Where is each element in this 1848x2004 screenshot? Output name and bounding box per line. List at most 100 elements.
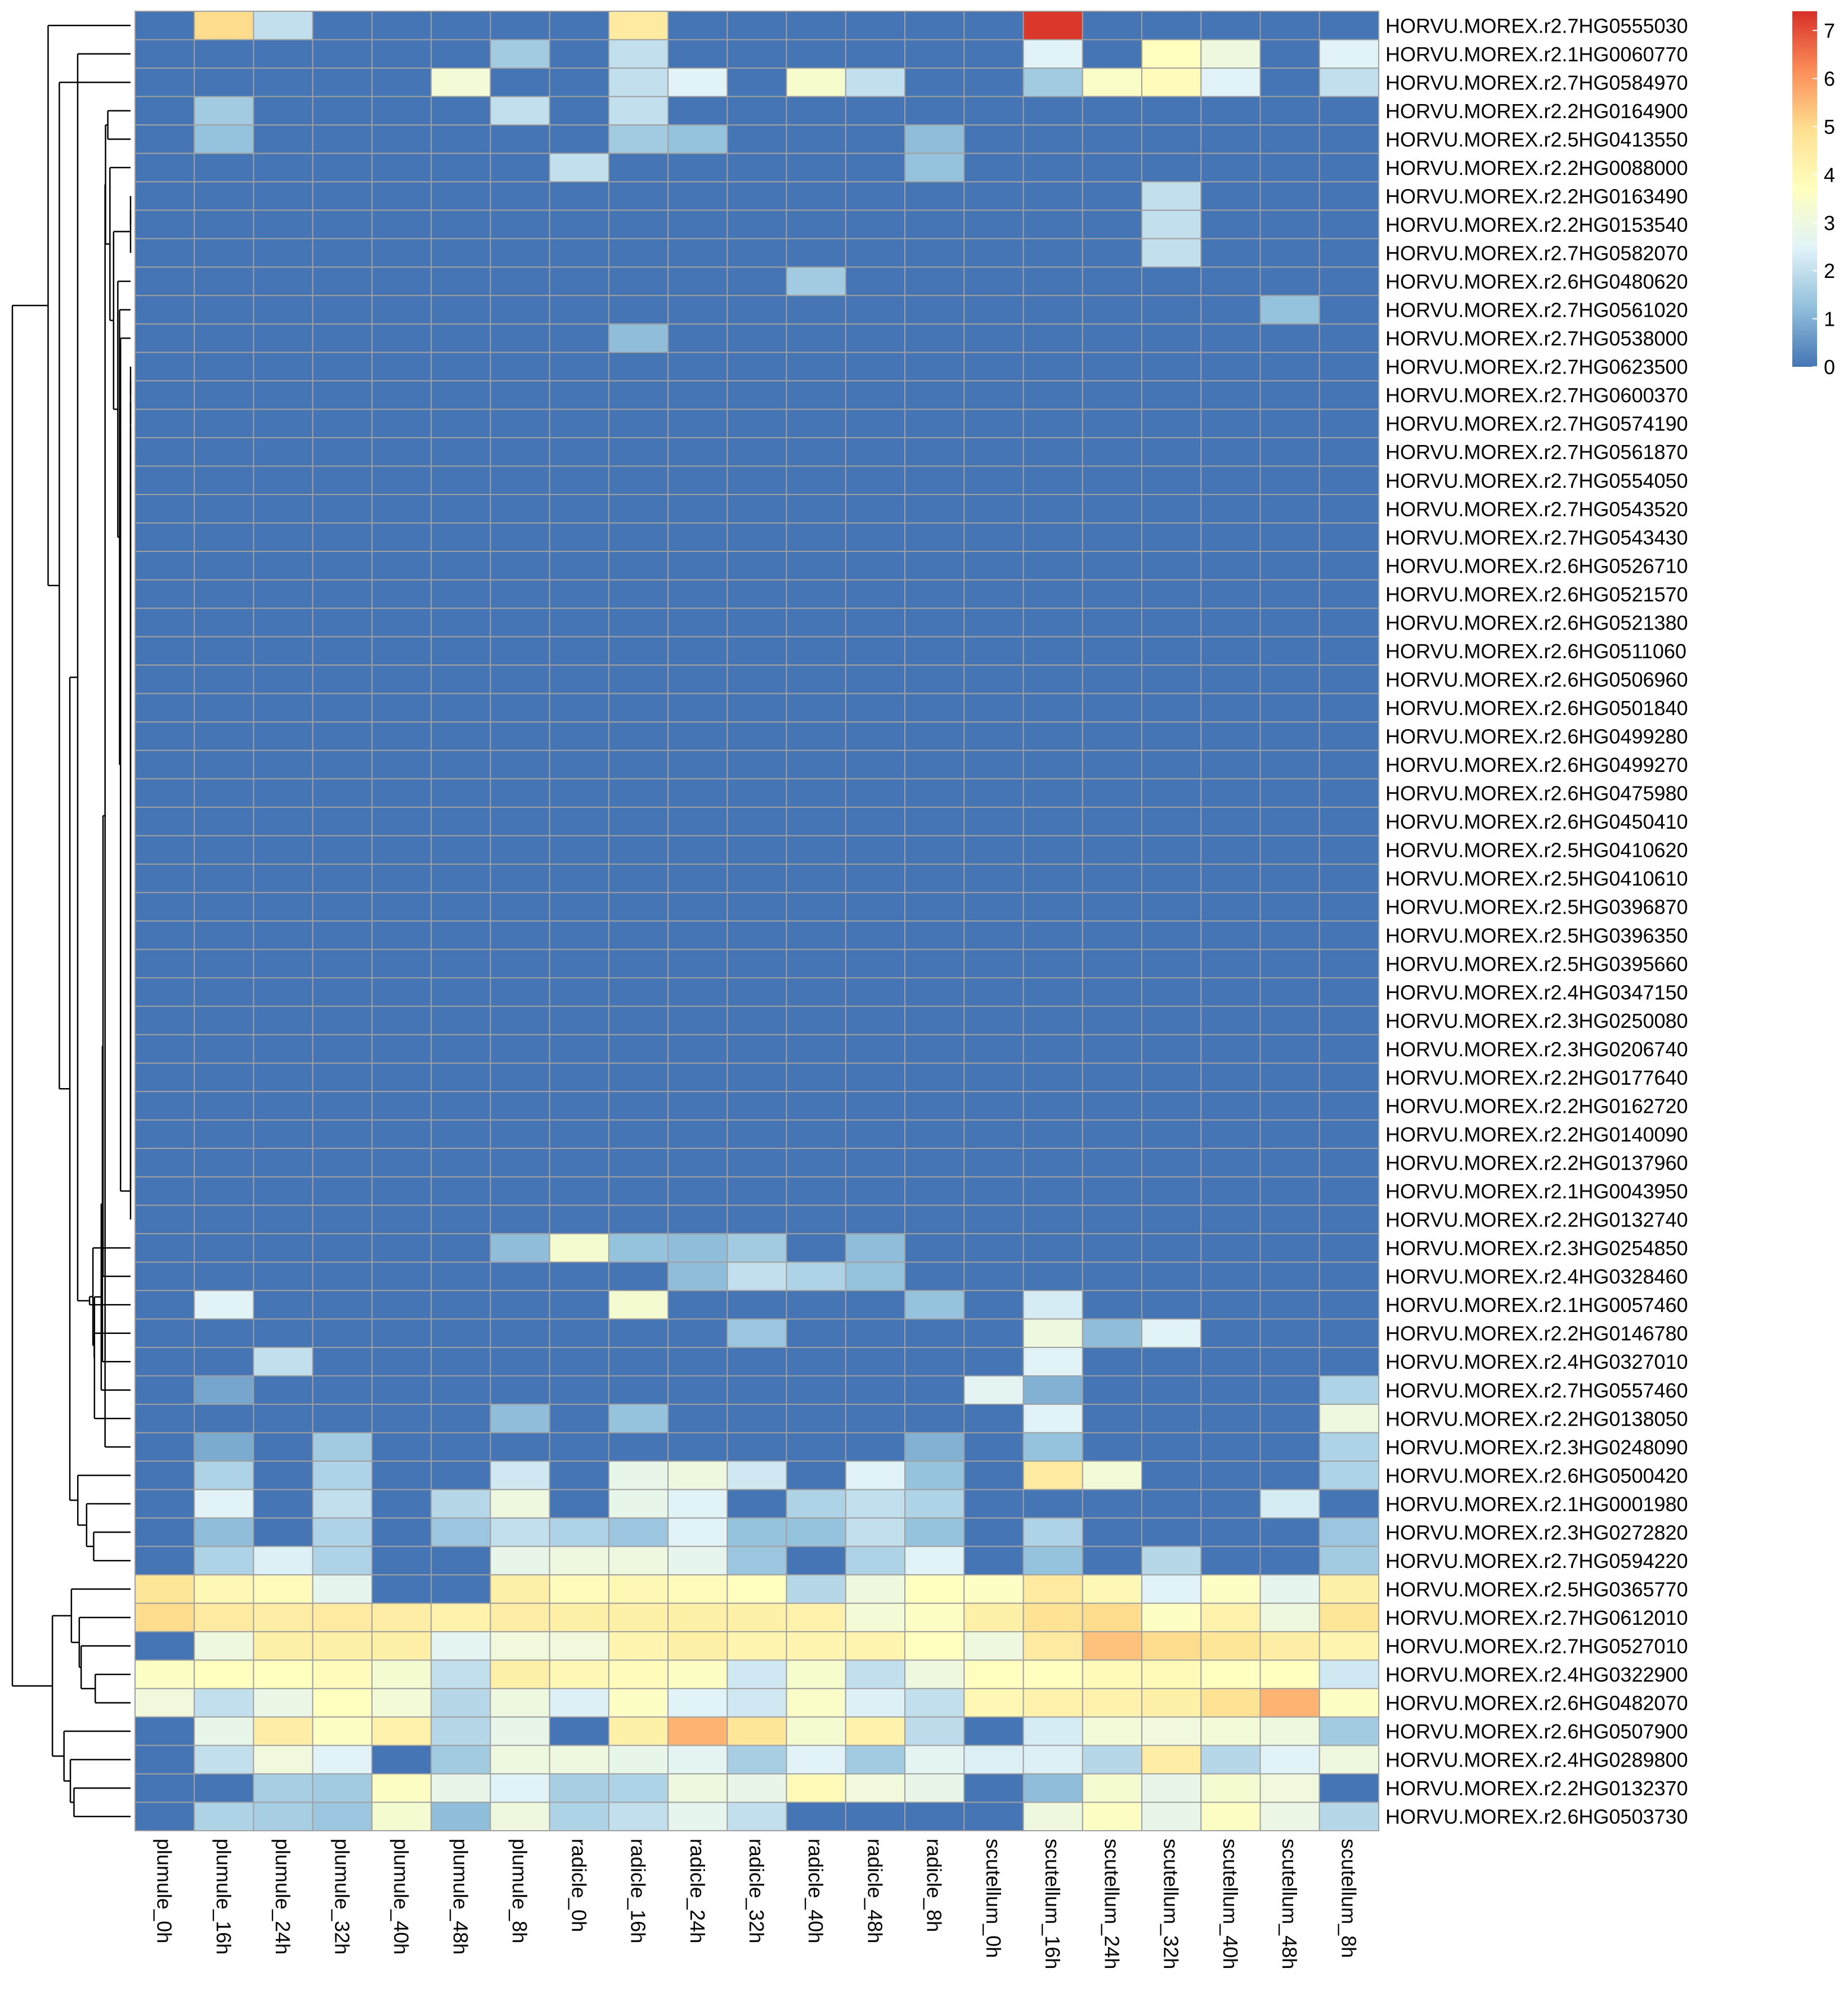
heatmap-cell — [194, 1404, 254, 1434]
heatmap-cell — [726, 1631, 787, 1661]
row-label: HORVU.MOREX.r2.2HG0140090 — [1385, 1123, 1688, 1146]
heatmap-cell — [1082, 1545, 1143, 1576]
heatmap-cell — [904, 1062, 965, 1093]
heatmap-cell — [845, 1716, 906, 1746]
heatmap-cell — [549, 579, 609, 609]
heatmap-cell — [253, 152, 313, 183]
heatmap-cell — [963, 494, 1024, 524]
heatmap-cell — [194, 295, 254, 325]
heatmap-cell — [608, 1034, 669, 1064]
heatmap-cell — [1200, 1773, 1261, 1803]
heatmap-cell — [786, 608, 846, 637]
row-label: HORVU.MOREX.r2.6HG0526710 — [1385, 554, 1688, 577]
heatmap-cell — [667, 949, 728, 979]
heatmap-cell — [1022, 1489, 1083, 1519]
heatmap-cell — [786, 1602, 846, 1633]
column-label: plumule_48h — [449, 1839, 472, 1954]
heatmap-cell — [845, 209, 906, 240]
heatmap-cell — [490, 494, 550, 524]
heatmap-cell — [1200, 1745, 1261, 1774]
heatmap-cell — [904, 1489, 965, 1519]
heatmap-cell — [963, 835, 1024, 865]
heatmap-cell — [371, 749, 432, 780]
heatmap-cell — [845, 1602, 906, 1633]
heatmap-cell — [371, 1289, 432, 1320]
heatmap-cell — [1022, 39, 1083, 69]
heatmap-cell — [312, 1461, 373, 1490]
heatmap-cell — [430, 693, 491, 723]
heatmap-cell — [1259, 1716, 1320, 1746]
heatmap-cell — [786, 380, 846, 410]
heatmap-cell — [1259, 1346, 1320, 1377]
heatmap-cell — [963, 608, 1024, 637]
heatmap-cell — [1141, 209, 1202, 240]
heatmap-cell — [1318, 1773, 1380, 1803]
row-label: HORVU.MOREX.r2.7HG0584970 — [1385, 71, 1688, 94]
heatmap-cell — [371, 494, 432, 524]
heatmap-cell — [904, 11, 965, 41]
heatmap-cell — [194, 1119, 254, 1149]
heatmap-cell — [667, 1545, 728, 1576]
heatmap-cell — [253, 920, 313, 950]
heatmap-cell — [194, 749, 254, 780]
heatmap-cell — [786, 1545, 846, 1576]
heatmap-cell — [1141, 1261, 1202, 1291]
row-label: HORVU.MOREX.r2.5HG0395660 — [1385, 952, 1688, 976]
heatmap-cell — [963, 323, 1024, 353]
heatmap-cell — [134, 1176, 195, 1206]
column-label: plumule_32h — [330, 1839, 353, 1954]
heatmap-cell — [253, 1574, 313, 1604]
heatmap-cell — [430, 920, 491, 950]
heatmap-cell — [786, 892, 846, 922]
heatmap-cell — [371, 408, 432, 438]
heatmap-cell — [134, 1432, 195, 1462]
heatmap-cell — [726, 1688, 787, 1718]
heatmap-cell — [963, 96, 1024, 126]
heatmap-cell — [1022, 68, 1083, 97]
heatmap-cell — [1141, 1773, 1202, 1803]
heatmap-cell — [904, 693, 965, 723]
heatmap-cell — [1022, 124, 1083, 154]
heatmap-cell — [1200, 1233, 1261, 1263]
heatmap-cell — [845, 39, 906, 69]
heatmap-cell — [549, 949, 609, 979]
heatmap-cell — [430, 1545, 491, 1576]
heatmap-cell — [1141, 152, 1202, 183]
heatmap-cell — [134, 721, 195, 751]
heatmap-cell — [667, 1688, 728, 1718]
heatmap-cell — [194, 209, 254, 240]
heatmap-cell — [134, 664, 195, 694]
heatmap-cell — [134, 551, 195, 581]
heatmap-cell — [1318, 1261, 1380, 1291]
heatmap-cell — [1318, 1289, 1380, 1320]
heatmap-cell — [1082, 323, 1143, 353]
heatmap-cell — [312, 721, 373, 751]
heatmap-cell — [1318, 1034, 1380, 1064]
row-label: HORVU.MOREX.r2.4HG0289800 — [1385, 1749, 1688, 1772]
heatmap-cell — [1318, 749, 1380, 780]
heatmap-cell — [1022, 579, 1083, 609]
heatmap-cell — [430, 835, 491, 865]
heatmap-cell — [667, 209, 728, 240]
heatmap-cell — [845, 1034, 906, 1064]
heatmap-cell — [1022, 1233, 1083, 1263]
heatmap-cell — [904, 323, 965, 353]
heatmap-cell — [1200, 835, 1261, 865]
heatmap-cell — [1200, 1716, 1261, 1746]
heatmap-cell — [667, 295, 728, 325]
heatmap-cell — [549, 1517, 609, 1547]
heatmap-cell — [490, 892, 550, 922]
heatmap-cell — [667, 1375, 728, 1405]
heatmap-cell — [904, 152, 965, 183]
heatmap-cell — [430, 295, 491, 325]
heatmap-cell — [1318, 835, 1380, 865]
heatmap-cell — [667, 1773, 728, 1803]
heatmap-cell — [1141, 551, 1202, 581]
heatmap-cell — [1259, 181, 1320, 211]
heatmap-cell — [786, 1034, 846, 1064]
heatmap-cell — [1082, 295, 1143, 325]
heatmap-cell — [845, 1119, 906, 1149]
heatmap-cell — [1082, 1716, 1143, 1746]
heatmap-cell — [1200, 721, 1261, 751]
row-label: HORVU.MOREX.r2.6HG0511060 — [1385, 640, 1686, 663]
